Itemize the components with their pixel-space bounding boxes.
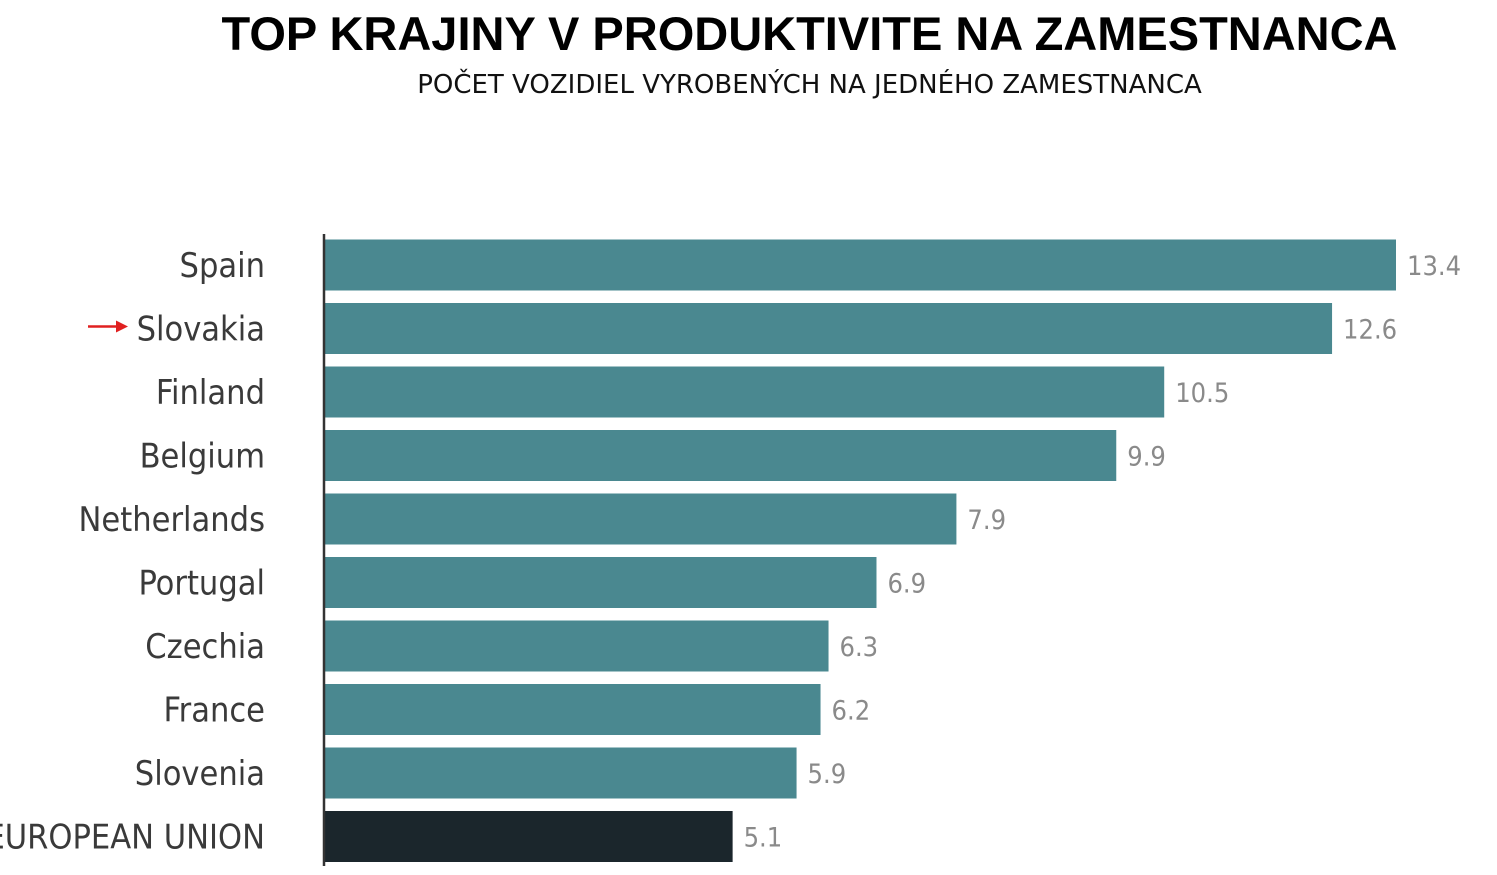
bar-finland [325,366,1165,418]
category-label-slovenia: Slovenia [135,754,265,794]
bar-czechia [325,620,829,672]
value-label-slovakia: 12.6 [1343,315,1397,346]
highlight-arrow-icon [88,320,128,333]
category-label-portugal: Portugal [138,564,265,604]
bar-belgium [325,430,1117,481]
value-label-european-union: 5.1 [744,823,783,854]
value-label-portugal: 6.9 [887,569,926,600]
value-label-belgium: 9.9 [1127,442,1166,473]
bar-france [325,684,821,735]
category-label-belgium: Belgium [140,437,265,477]
category-label-netherlands: Netherlands [79,500,265,540]
bar-spain [325,239,1396,291]
category-label-finland: Finland [156,373,265,413]
value-label-france: 6.2 [832,696,871,727]
chart-subtitle: POČET VOZIDIEL VYROBENÝCH NA JEDNÉHO ZAM… [417,70,1202,100]
value-label-slovenia: 5.9 [808,759,847,790]
bars-group: Spain 13.4 Slovakia 12.6 Finland 10.5 Belgium 9… [0,239,1461,862]
bar-slovakia [325,303,1333,354]
value-label-finland: 10.5 [1175,378,1229,409]
bar-european-union [325,811,733,862]
category-label-czechia: Czechia [145,627,265,667]
value-label-spain: 13.4 [1407,251,1461,282]
bar-netherlands [325,493,957,545]
category-label-france: France [164,691,265,731]
category-label-spain: Spain [180,246,265,286]
category-label-slovakia: Slovakia [137,310,265,350]
value-label-netherlands: 7.9 [967,505,1006,536]
bar-portugal [325,557,877,608]
bar-slovenia [325,747,797,799]
value-label-czechia: 6.3 [840,632,879,663]
category-label-european-union: EUROPEAN UNION [0,818,265,858]
chart-title: TOP KRAJINY V PRODUKTIVITE NA ZAMESTNANC… [221,7,1398,60]
